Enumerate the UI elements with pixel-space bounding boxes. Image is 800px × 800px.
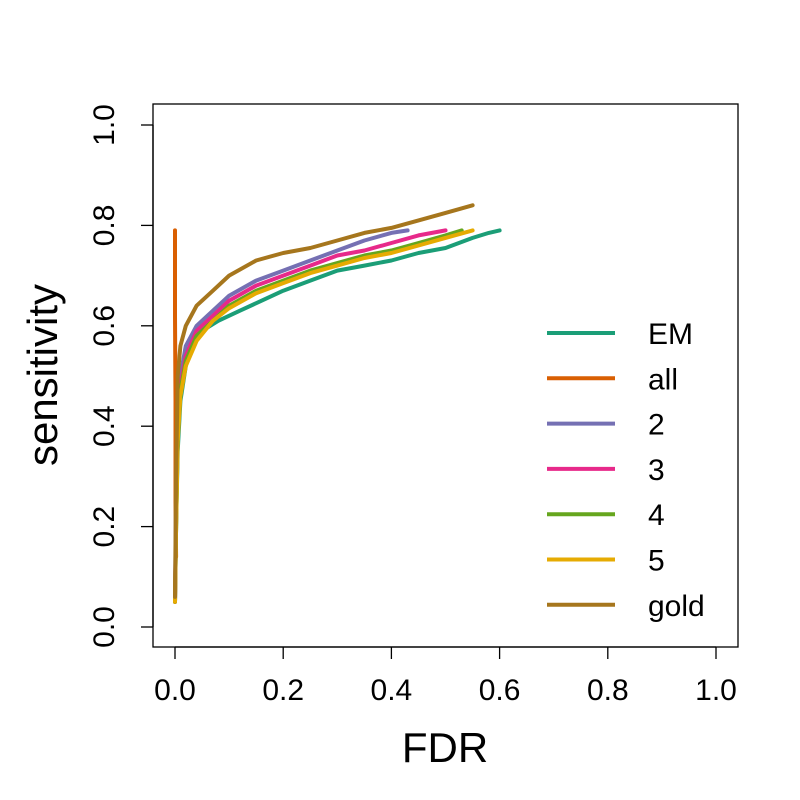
y-axis-title: sensitivity [19, 284, 66, 466]
y-tick-label: 0.0 [88, 606, 121, 648]
series-layer [173, 203, 502, 604]
series-line-5 [173, 228, 475, 604]
legend-label: 4 [648, 499, 665, 532]
series-line-gold [173, 203, 475, 599]
y-tick-label: 0.6 [88, 305, 121, 347]
legend-label: all [648, 363, 678, 396]
x-axis-title: FDR [402, 724, 488, 771]
y-tick-label: 0.8 [88, 205, 121, 247]
y-tick-label: 0.4 [88, 405, 121, 447]
legend-label: 2 [648, 409, 665, 442]
legend: EM all 2 3 4 5 gold [547, 318, 705, 623]
x-tick-label: 0.6 [479, 674, 521, 707]
legend-label: 5 [648, 545, 665, 578]
x-axis: 0.0 0.2 0.4 0.6 0.8 1.0 [154, 646, 737, 707]
legend-label: 3 [648, 454, 665, 487]
x-tick-label: 1.0 [695, 674, 737, 707]
legend-label: EM [648, 318, 693, 351]
x-tick-label: 0.4 [371, 674, 413, 707]
x-tick-label: 0.2 [262, 674, 304, 707]
y-tick-label: 1.0 [88, 104, 121, 146]
legend-label: gold [648, 590, 705, 623]
y-axis: 0.0 0.2 0.4 0.6 0.8 1.0 [88, 104, 154, 648]
x-tick-label: 0.8 [587, 674, 629, 707]
x-tick-label: 0.0 [154, 674, 196, 707]
y-tick-label: 0.2 [88, 506, 121, 548]
